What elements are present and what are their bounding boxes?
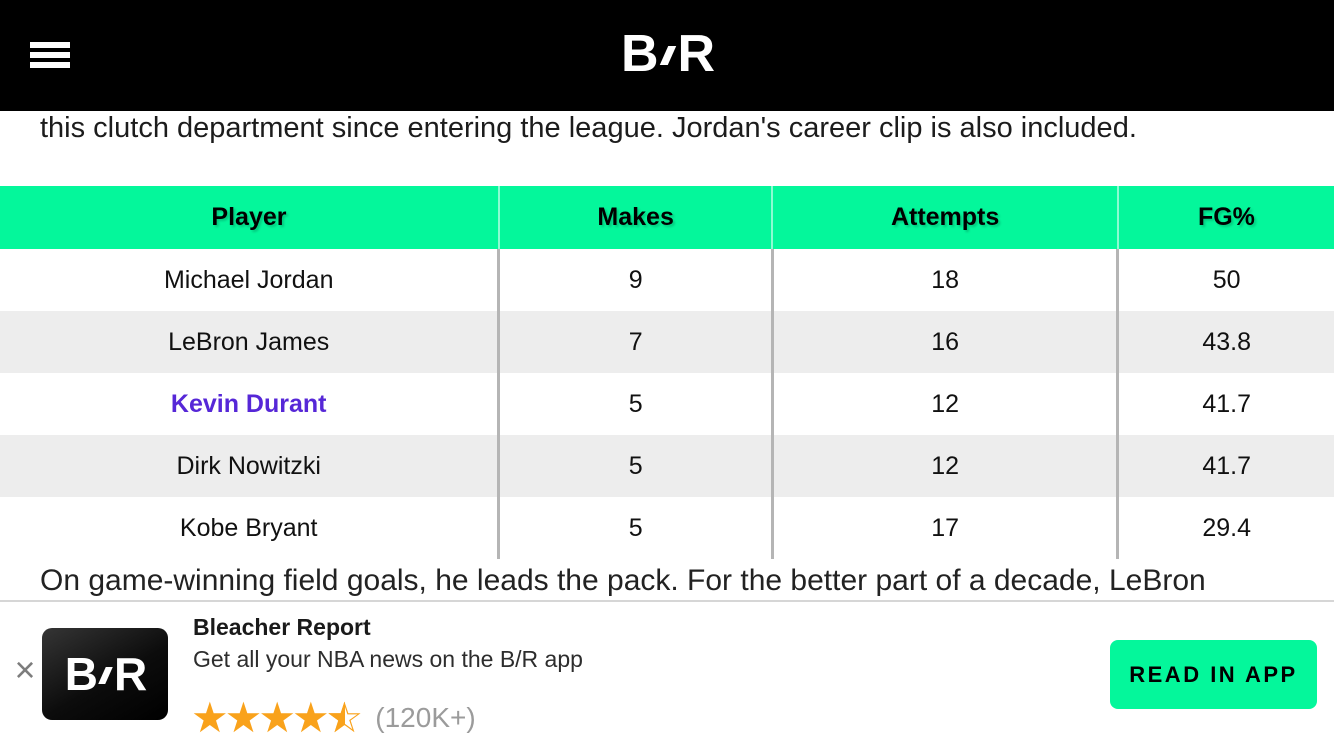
column-header-fg: FG% [1116, 186, 1334, 249]
br-logo-slash-icon [659, 45, 676, 65]
makes-cell: 5 [497, 373, 773, 435]
br-logo-letter-r: R [677, 25, 716, 83]
br-logo[interactable]: B R [620, 25, 716, 83]
clutch-stats-table: Player Makes Attempts FG% Michael Jordan… [0, 186, 1334, 559]
app-icon-letter-r: R [114, 648, 147, 700]
top-nav-bar: B R [0, 0, 1334, 111]
makes-cell: 5 [497, 497, 773, 559]
table-row: Kobe Bryant 5 17 29.4 [0, 497, 1334, 559]
hamburger-bar [30, 42, 70, 48]
table-header-row: Player Makes Attempts FG% [0, 186, 1334, 249]
close-icon[interactable]: × [14, 649, 36, 690]
fg-cell: 41.7 [1116, 435, 1334, 497]
clipped-paragraph: On game-winning field goals, he leads th… [40, 564, 1206, 597]
hamburger-menu-icon[interactable] [30, 42, 70, 69]
player-name-cell: Michael Jordan [0, 249, 499, 311]
fg-cell: 43.8 [1116, 311, 1334, 373]
star-icon: ★ [258, 694, 296, 741]
table-row: LeBron James 7 16 43.8 [0, 311, 1334, 373]
star-icon: ★ [291, 694, 330, 741]
player-name-cell: Dirk Nowitzki [0, 435, 499, 497]
app-tagline: Get all your NBA news on the B/R app [193, 646, 583, 672]
app-icon-slash-icon [98, 666, 113, 684]
makes-cell: 9 [497, 249, 773, 311]
app-install-banner: × B R Bleacher Report Get all your NBA n… [0, 600, 1334, 750]
br-app-icon[interactable]: B R [42, 628, 168, 720]
rating-count: (120K+) [375, 702, 476, 733]
article-intro-text: this clutch department since entering th… [40, 112, 1137, 144]
table-row: Kevin Durant 5 12 41.7 [0, 373, 1334, 435]
attempts-cell: 12 [770, 435, 1118, 497]
star-icon: ★ [224, 694, 263, 741]
player-name-cell: LeBron James [0, 311, 499, 373]
column-header-player: Player [211, 203, 287, 231]
player-name-cell: Kobe Bryant [0, 497, 499, 559]
br-logo-letter-b: B [620, 25, 659, 83]
makes-cell: 5 [497, 435, 773, 497]
half-star-icon: ☆ ★ [325, 694, 364, 741]
attempts-cell: 17 [770, 497, 1118, 559]
app-rating: ★ ★ ★ ★ ☆ ★ (120K+) [191, 694, 476, 742]
makes-cell: 7 [497, 311, 773, 373]
attempts-cell: 18 [770, 249, 1118, 311]
column-header-attempts: Attempts [771, 186, 1118, 249]
app-icon-letter-b: B [64, 648, 98, 700]
player-name-cell: Kevin Durant [0, 373, 499, 435]
attempts-cell: 12 [770, 373, 1118, 435]
attempts-cell: 16 [770, 311, 1118, 373]
brand-logo-container: B R [0, 24, 1334, 84]
column-header-makes: Makes [497, 186, 773, 249]
player-link-kevin-durant[interactable]: Kevin Durant [170, 389, 327, 418]
hamburger-bar [30, 52, 70, 58]
fg-cell: 41.7 [1116, 373, 1334, 435]
star-icon: ★ [191, 694, 229, 741]
read-in-app-button[interactable]: READ IN APP [1110, 640, 1317, 709]
fg-cell: 29.4 [1116, 497, 1334, 559]
hamburger-bar [30, 62, 70, 68]
table-row: Dirk Nowitzki 5 12 41.7 [0, 435, 1334, 497]
app-name: Bleacher Report [193, 614, 371, 640]
fg-cell: 50 [1116, 249, 1334, 311]
table-row: Michael Jordan 9 18 50 [0, 249, 1334, 311]
